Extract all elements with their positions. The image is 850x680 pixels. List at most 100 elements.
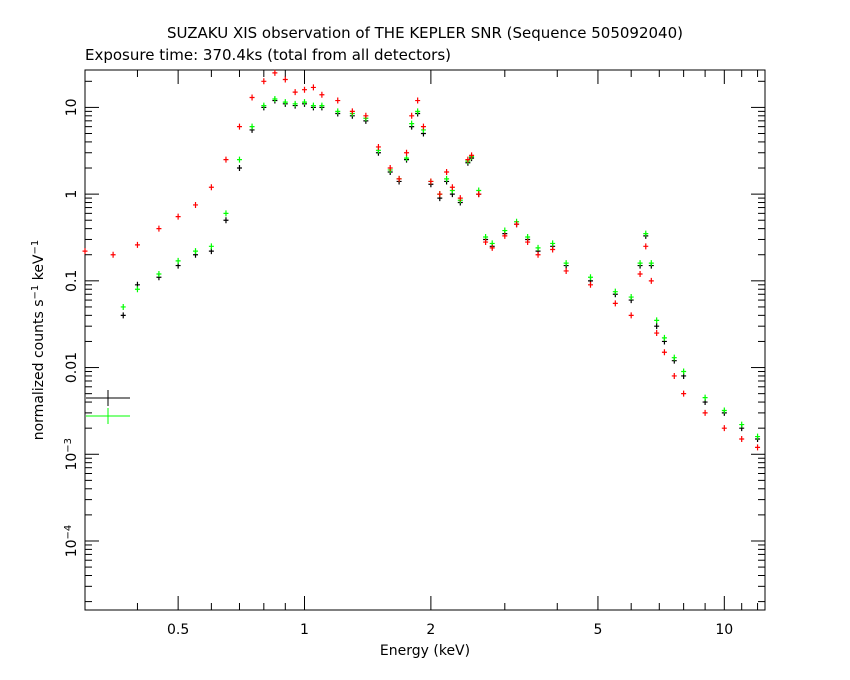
data-point: [208, 243, 214, 250]
data-point: [415, 108, 421, 115]
data-point: [363, 112, 369, 119]
data-point: [193, 248, 199, 255]
data-point: [282, 76, 288, 83]
data-point: [671, 372, 677, 379]
data-point: [437, 191, 443, 198]
data-point: [292, 100, 298, 107]
data-point: [755, 444, 761, 451]
data-point: [628, 312, 634, 319]
data-point: [550, 240, 556, 247]
data-point: [587, 274, 593, 281]
data-point: [396, 175, 402, 182]
data-point: [671, 354, 677, 361]
data-point: [612, 288, 618, 295]
chart-subtitle: Exposure time: 370.4ks (total from all d…: [85, 46, 451, 64]
y-tick-label: 1: [64, 190, 80, 199]
data-point: [82, 248, 88, 255]
data-point: [637, 260, 643, 267]
data-point: [223, 217, 229, 224]
data-point: [349, 108, 355, 115]
data-point: [476, 191, 482, 198]
data-point: [739, 421, 745, 428]
data-point: [535, 244, 541, 251]
data-point: [648, 260, 654, 267]
series-1: [120, 96, 761, 440]
data-point: [134, 241, 140, 248]
data-point: [654, 330, 660, 337]
data-point: [208, 184, 214, 191]
data-point: [272, 96, 278, 103]
legend: [86, 390, 130, 424]
data-point: [612, 300, 618, 307]
data-point: [302, 99, 308, 106]
chart-title: SUZAKU XIS observation of THE KEPLER SNR…: [167, 24, 683, 42]
data-point: [654, 323, 660, 330]
data-point: [628, 294, 634, 301]
data-point: [444, 175, 450, 182]
data-point: [465, 156, 471, 163]
y-tick-label: 10−4: [63, 525, 81, 558]
x-tick-label: 2: [426, 622, 435, 638]
y-tick-label: 0.1: [64, 270, 80, 292]
data-point: [643, 230, 649, 237]
data-point: [110, 251, 116, 258]
data-point: [457, 195, 463, 202]
y-tick-exponent: −3: [63, 438, 74, 453]
data-point: [702, 409, 708, 416]
data-point: [755, 433, 761, 440]
data-point: [236, 156, 242, 163]
data-point: [409, 112, 415, 119]
data-point: [404, 155, 410, 162]
data-point: [661, 334, 667, 341]
data-point: [335, 108, 341, 115]
y-tick-label: 10: [64, 98, 80, 116]
data-point: [134, 286, 140, 293]
data-point: [637, 270, 643, 277]
y-axis-label-sup1: −1: [30, 285, 41, 300]
data-point: [643, 243, 649, 250]
y-tick-base: 10: [64, 453, 80, 471]
data-point: [120, 303, 126, 310]
y-axis-label-mid: keV: [31, 254, 47, 285]
data-point: [310, 102, 316, 109]
data-point: [375, 143, 381, 150]
data-point: [483, 234, 489, 241]
data-point: [535, 251, 541, 258]
y-axis-label: normalized counts s−1 keV−1: [30, 240, 48, 441]
data-point: [483, 239, 489, 246]
data-point: [310, 84, 316, 91]
data-point: [587, 281, 593, 288]
data-point: [319, 91, 325, 98]
data-point: [502, 232, 508, 239]
y-tick-exponent: −4: [63, 525, 74, 540]
y-tick-label: 10−3: [63, 438, 81, 471]
data-point: [563, 267, 569, 274]
data-point: [648, 277, 654, 284]
series-2: [82, 69, 761, 451]
plot-frame: [84, 69, 766, 611]
data-point: [525, 239, 531, 246]
data-point: [223, 156, 229, 163]
data-point: [335, 97, 341, 104]
x-axis-ticks: 0.5 1 2 5 10: [84, 70, 759, 638]
data-point: [721, 407, 727, 414]
data-point: [193, 201, 199, 208]
data-point: [514, 221, 520, 228]
data-point: [236, 165, 242, 172]
data-point: [739, 435, 745, 442]
data-point: [261, 78, 267, 85]
data-point: [236, 123, 242, 130]
data-point: [292, 89, 298, 96]
x-axis-label: Energy (keV): [380, 643, 470, 659]
y-tick-label: 0.01: [64, 352, 80, 383]
data-point: [525, 234, 531, 241]
data-point: [550, 246, 556, 253]
y-axis-label-sup2: −1: [30, 240, 41, 255]
data-point: [721, 425, 727, 432]
data-point: [175, 257, 181, 264]
data-point: [661, 349, 667, 356]
data-point: [319, 102, 325, 109]
data-point: [261, 102, 267, 109]
data-point: [120, 312, 126, 319]
data-point: [249, 123, 255, 130]
